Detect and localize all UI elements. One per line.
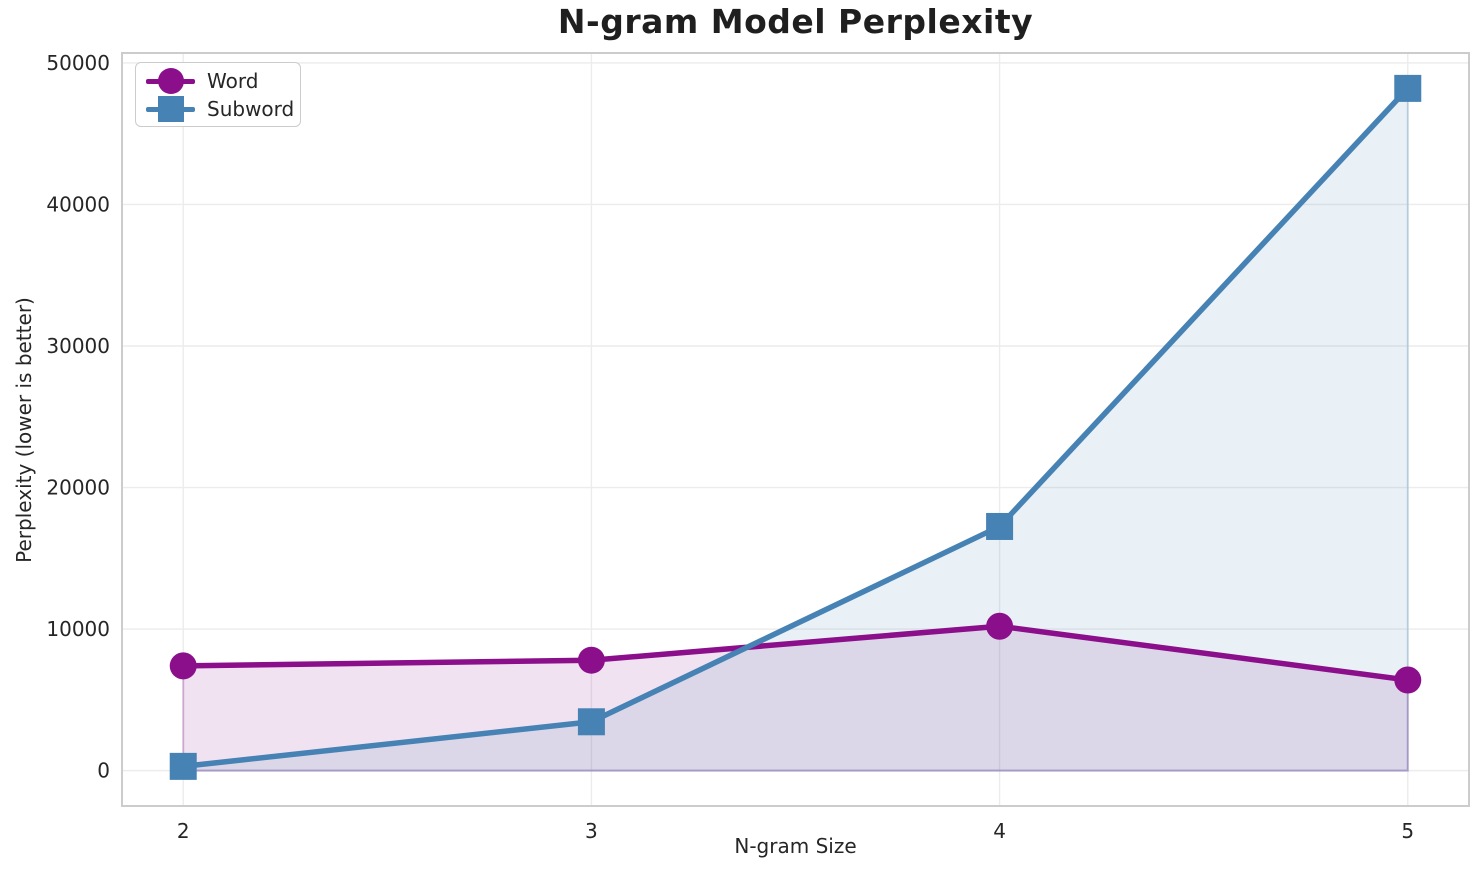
chart-title: N-gram Model Perplexity — [557, 2, 1034, 41]
word-point-marker — [169, 652, 197, 680]
x-tick-label: 2 — [177, 819, 190, 843]
axes-frame — [121, 52, 1470, 807]
x-tick-label: 4 — [993, 819, 1006, 843]
subword-point-marker — [986, 512, 1014, 540]
subword-point-marker — [577, 708, 605, 736]
word-point-marker — [1394, 666, 1422, 694]
y-tick-label: 40000 — [46, 192, 110, 216]
y-tick-label: 10000 — [46, 617, 110, 641]
word-point-marker — [577, 646, 605, 674]
word-point-marker — [986, 612, 1014, 640]
subword-point-marker — [1394, 74, 1422, 102]
legend-item-word: Word — [146, 67, 290, 95]
circle-icon — [157, 68, 184, 94]
y-axis-label: Perplexity (lower is better) — [12, 297, 36, 563]
plot-background — [122, 53, 1469, 806]
word-circle-marker-icon — [146, 67, 195, 95]
x-axis-label: N-gram Size — [734, 834, 857, 858]
legend: Word Subword — [135, 62, 301, 127]
legend-label-word: Word — [207, 69, 259, 93]
y-tick-label: 0 — [97, 759, 110, 783]
subword-point-marker — [169, 752, 197, 780]
subword-line — [180, 85, 1411, 770]
legend-label-subword: Subword — [207, 97, 295, 121]
word-line — [180, 623, 1411, 683]
y-tick-label: 50000 — [46, 51, 110, 75]
legend-item-subword: Subword — [146, 95, 294, 123]
subword-square-marker-icon — [146, 95, 195, 123]
x-tick-label: 5 — [1401, 819, 1414, 843]
y-tick-label: 30000 — [46, 334, 110, 358]
square-icon — [157, 96, 184, 122]
y-tick-label: 20000 — [46, 476, 110, 500]
x-tick-label: 3 — [585, 819, 598, 843]
